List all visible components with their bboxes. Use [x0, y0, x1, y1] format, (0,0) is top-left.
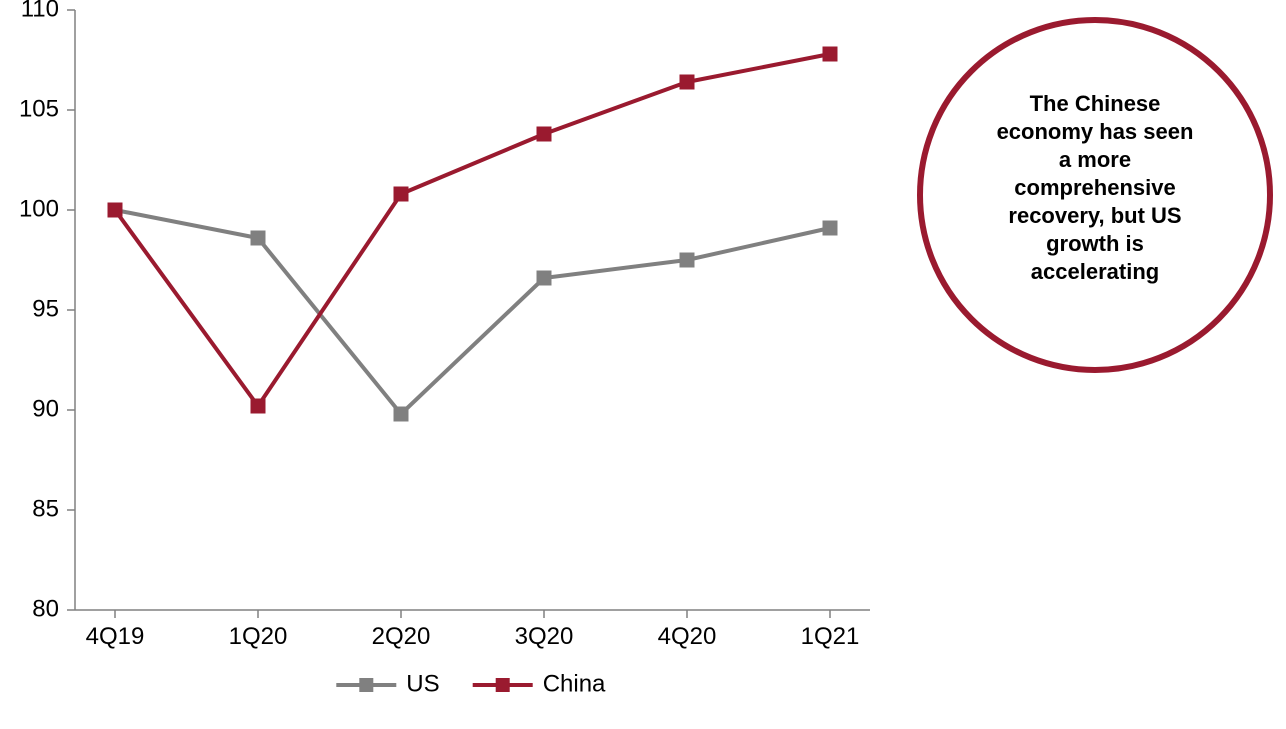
series-marker-us: [537, 271, 551, 285]
legend-label-china: China: [543, 670, 606, 697]
y-tick-label: 85: [32, 495, 59, 522]
x-tick-label: 1Q20: [229, 623, 288, 650]
series-marker-china: [251, 399, 265, 413]
y-tick-label: 90: [32, 395, 59, 422]
x-tick-label: 3Q20: [515, 623, 574, 650]
legend-marker-china: [496, 678, 510, 692]
series-marker-china: [394, 187, 408, 201]
series-marker-china: [680, 75, 694, 89]
y-tick-label: 105: [19, 95, 59, 122]
x-tick-label: 2Q20: [372, 623, 431, 650]
legend-label-us: US: [406, 670, 439, 697]
legend-marker-us: [359, 678, 373, 692]
chart-svg: 80 85 90 95 100 105 110 4Q19 1Q20 2Q20 3Q20 4Q20 1Q2…: [0, 0, 1286, 729]
y-tick-label: 80: [32, 595, 59, 622]
series-marker-china: [537, 127, 551, 141]
series-marker-us: [394, 407, 408, 421]
x-tick-label: 4Q20: [658, 623, 717, 650]
y-tick-label: 100: [19, 195, 59, 222]
series-marker-us: [251, 231, 265, 245]
y-tick-label: 110: [21, 0, 59, 22]
series-marker-us: [823, 221, 837, 235]
y-tick-label: 95: [32, 295, 59, 322]
economy-recovery-chart: 80 85 90 95 100 105 110 4Q19 1Q20 2Q20 3Q20 4Q20 1Q2…: [0, 0, 1286, 729]
x-tick-label: 1Q21: [801, 623, 860, 650]
series-marker-us: [680, 253, 694, 267]
x-tick-label: 4Q19: [86, 623, 145, 650]
series-marker-china: [108, 203, 122, 217]
series-line-us: [115, 210, 830, 414]
series-marker-china: [823, 47, 837, 61]
